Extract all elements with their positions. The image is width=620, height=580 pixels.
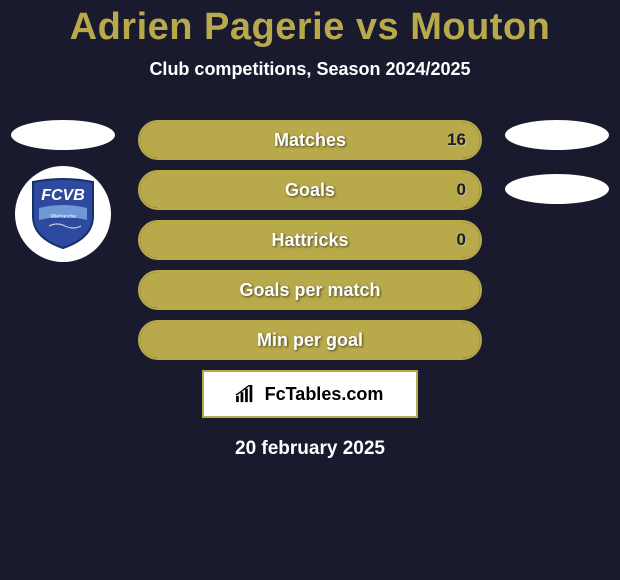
player-badge-placeholder: [505, 120, 609, 150]
svg-text:Villefranche: Villefranche: [50, 214, 76, 220]
club-badge: FCVB Villefranche: [15, 166, 111, 262]
stat-row-hattricks: Hattricks 0: [138, 220, 482, 260]
page-subtitle: Club competitions, Season 2024/2025: [0, 59, 620, 80]
club-shield-icon: FCVB Villefranche: [31, 178, 95, 250]
date-text: 20 february 2025: [138, 438, 482, 460]
right-player-column: [502, 120, 612, 220]
stat-label: Matches: [274, 130, 346, 151]
brand-box[interactable]: FcTables.com: [202, 370, 418, 418]
stat-label: Hattricks: [271, 230, 348, 251]
stat-row-matches: Matches 16: [138, 120, 482, 160]
stat-label: Goals per match: [239, 280, 380, 301]
bar-chart-icon: [235, 385, 257, 403]
stats-column: Matches 16 Goals 0 Hattricks 0 Goals per…: [138, 120, 482, 460]
stat-row-min-per-goal: Min per goal: [138, 320, 482, 360]
comparison-card: Adrien Pagerie vs Mouton Club competitio…: [0, 0, 620, 580]
left-player-column: FCVB Villefranche: [8, 120, 118, 262]
page-title: Adrien Pagerie vs Mouton: [0, 0, 620, 49]
stat-row-goals: Goals 0: [138, 170, 482, 210]
stat-label: Goals: [285, 180, 335, 201]
stat-right-value: 0: [457, 230, 466, 250]
stat-row-goals-per-match: Goals per match: [138, 270, 482, 310]
player-badge-placeholder: [11, 120, 115, 150]
stat-right-value: 16: [447, 130, 466, 150]
brand-text: FcTables.com: [263, 384, 386, 405]
stat-label: Min per goal: [257, 330, 363, 351]
club-badge-text: FCVB: [41, 187, 85, 204]
club-badge-placeholder: [505, 174, 609, 204]
stat-right-value: 0: [457, 180, 466, 200]
